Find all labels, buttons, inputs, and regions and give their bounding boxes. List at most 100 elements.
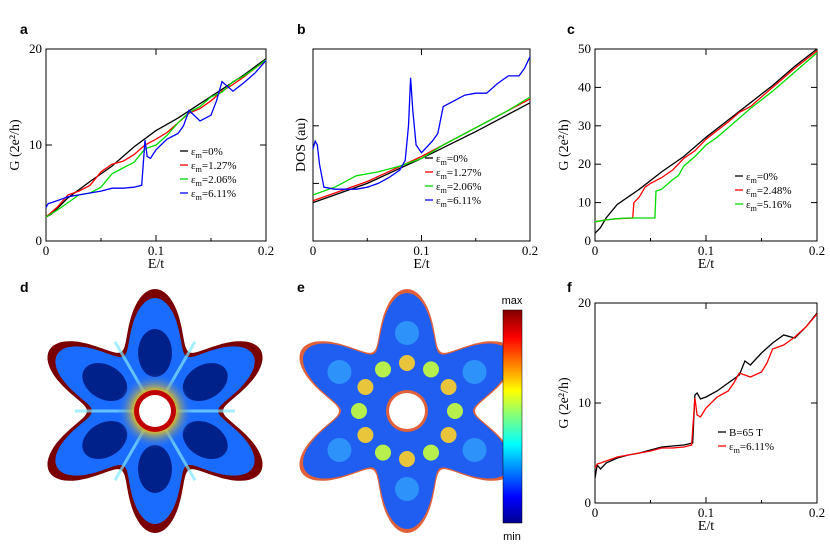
heatmap-panel-d bbox=[47, 289, 263, 533]
ring-spot bbox=[357, 427, 374, 443]
series-line-0 bbox=[594, 312, 818, 479]
y-tick-label: 40 bbox=[578, 79, 591, 94]
ring-spot bbox=[357, 379, 374, 395]
panel-letter-a: a bbox=[20, 21, 28, 37]
panel-letter-f: f bbox=[567, 279, 572, 295]
hole-d bbox=[139, 395, 171, 427]
lobe-spot bbox=[327, 438, 352, 462]
series-line-2 bbox=[312, 96, 531, 196]
y-axis-label: G (2e²/h) bbox=[557, 377, 572, 429]
series-line-0 bbox=[594, 48, 818, 234]
ring-spot bbox=[399, 451, 415, 467]
legend-label: εm=6.11% bbox=[436, 195, 481, 209]
panel-letter-d: d bbox=[20, 279, 29, 295]
x-tick-label: 0.1 bbox=[698, 505, 714, 520]
x-axis-label: E/t bbox=[698, 257, 714, 272]
lobe-spot bbox=[395, 321, 419, 345]
y-tick-label: 30 bbox=[578, 118, 591, 133]
ring-spot bbox=[351, 403, 367, 419]
x-tick-label: 0.1 bbox=[413, 243, 429, 258]
lobe-blob bbox=[82, 363, 128, 401]
legend-label: εm=2.48% bbox=[746, 185, 791, 199]
lobe-spot bbox=[327, 360, 352, 384]
y-tick-label: 20 bbox=[578, 295, 591, 310]
ring-spot bbox=[399, 355, 415, 371]
colorbar: max min bbox=[502, 295, 523, 543]
y-tick-label: 0 bbox=[585, 495, 592, 510]
panel-letter-e: e bbox=[297, 279, 305, 295]
lobe-blob bbox=[138, 445, 172, 493]
colorbar-min-label: min bbox=[503, 531, 521, 543]
series-line-2 bbox=[594, 52, 818, 223]
y-tick-label: 20 bbox=[29, 41, 42, 56]
x-axis-label: E/t bbox=[413, 257, 429, 272]
lobe-spot bbox=[395, 477, 419, 501]
ring-spot bbox=[423, 444, 439, 461]
series-line-1 bbox=[45, 59, 267, 218]
series-line-1 bbox=[594, 313, 818, 469]
ring-spots-e bbox=[327, 321, 487, 501]
y-tick-label: 0 bbox=[36, 233, 43, 248]
x-tick-label: 0.2 bbox=[522, 243, 538, 258]
lobe-spot bbox=[462, 438, 487, 462]
x-axis-label: E/t bbox=[148, 257, 164, 272]
ring-spot bbox=[375, 444, 391, 461]
legend-label: εm=1.27% bbox=[191, 160, 236, 174]
ring-spot bbox=[423, 361, 439, 378]
x-tick-label: 0.2 bbox=[258, 243, 274, 258]
heatmap-panel-e bbox=[299, 289, 515, 533]
chart-panel-a: 0 0.1 0.2 0 10 20 E/t G (2e²/h) εm=0%εm=1.27% εm=… bbox=[8, 41, 274, 272]
legend-label: εm=2.06% bbox=[436, 181, 481, 195]
panel-letter-b: b bbox=[297, 21, 306, 37]
chart-panel-f: 0 0.1 0.2 0 10 20 E/t G (2e²/h) B=65 T εm=6.11% bbox=[557, 295, 825, 534]
legend-label: εm=0% bbox=[436, 153, 468, 167]
lobe-spot bbox=[462, 360, 487, 384]
y-tick-label: 10 bbox=[29, 137, 42, 152]
chart-panel-b: 0 0.1 0.2 E/t DOS (au) εm=0%εm=1.27%εm=2.06%ε… bbox=[294, 48, 538, 272]
ring-spot bbox=[447, 403, 463, 419]
y-tick-label: 20 bbox=[578, 156, 591, 171]
y-axis-label: DOS (au) bbox=[294, 118, 309, 172]
ring-spot bbox=[440, 379, 457, 395]
y-axis-label: G (2e²/h) bbox=[557, 119, 572, 171]
chart-panel-c: 0 0.1 0.2 0 10 20 30 40 50 E/t G (2e²/h) εm=0%εm=2.… bbox=[557, 41, 825, 272]
legend-label: εm=0% bbox=[746, 171, 778, 185]
y-tick-label: 0 bbox=[585, 233, 592, 248]
series-line-3 bbox=[312, 56, 531, 190]
legend-label: εm=5.16% bbox=[746, 199, 791, 213]
lobe-blob bbox=[82, 421, 128, 459]
x-tick-label: 0 bbox=[592, 505, 599, 520]
legend-label: εm=6.11% bbox=[729, 441, 774, 455]
legend-label: εm=1.27% bbox=[436, 167, 481, 181]
colorbar-gradient bbox=[502, 309, 523, 524]
legend-label: εm=0% bbox=[191, 146, 223, 160]
series-line-3 bbox=[45, 60, 267, 208]
series-line-0 bbox=[45, 58, 267, 218]
hole-e bbox=[389, 393, 425, 429]
axes-frame bbox=[312, 48, 531, 242]
x-tick-label: 0 bbox=[43, 243, 50, 258]
y-tick-label: 10 bbox=[578, 195, 591, 210]
ring-spot bbox=[375, 361, 391, 378]
panel-letter-c: c bbox=[567, 21, 575, 37]
ring-spot bbox=[440, 427, 457, 443]
x-tick-label: 0 bbox=[310, 243, 317, 258]
lobe-blob bbox=[182, 421, 228, 459]
series-line-1 bbox=[312, 98, 531, 202]
y-axis-label: G (2e²/h) bbox=[8, 119, 23, 171]
legend-label: B=65 T bbox=[729, 427, 763, 439]
x-tick-label: 0.1 bbox=[148, 243, 164, 258]
x-tick-label: 0 bbox=[592, 243, 599, 258]
dark-blobs-d bbox=[82, 329, 228, 493]
lobe-blob bbox=[138, 329, 172, 377]
y-tick-label: 10 bbox=[578, 395, 591, 410]
y-tick-label: 50 bbox=[578, 41, 591, 56]
colorbar-max-label: max bbox=[502, 295, 523, 307]
legend-label: εm=6.11% bbox=[191, 188, 236, 202]
x-tick-label: 0.1 bbox=[698, 243, 714, 258]
lobe-blob bbox=[182, 363, 228, 401]
x-tick-label: 0.2 bbox=[809, 505, 825, 520]
x-tick-label: 0.2 bbox=[809, 243, 825, 258]
x-axis-label: E/t bbox=[698, 519, 714, 534]
